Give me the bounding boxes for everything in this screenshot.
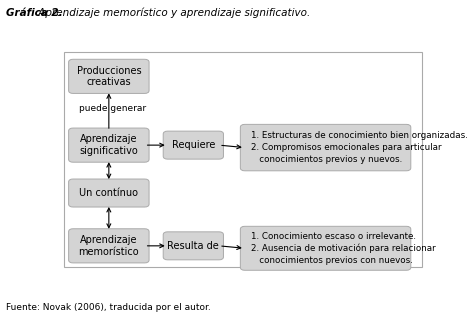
FancyBboxPatch shape — [240, 124, 411, 171]
Text: Fuente: Novak (2006), traducida por el autor.: Fuente: Novak (2006), traducida por el a… — [6, 303, 210, 312]
Text: 1. Estructuras de conocimiento bien organizadas.
2. Compromisos emocionales para: 1. Estructuras de conocimiento bien orga… — [251, 131, 467, 164]
Text: Requiere: Requiere — [172, 140, 215, 150]
FancyBboxPatch shape — [163, 232, 223, 260]
Text: 1. Conocimiento escaso o irrelevante.
2. Ausencia de motivación para relacionar
: 1. Conocimiento escaso o irrelevante. 2.… — [251, 232, 436, 265]
Text: puede generar: puede generar — [80, 104, 146, 113]
FancyBboxPatch shape — [69, 179, 149, 207]
Text: Aprendizaje
memorístico: Aprendizaje memorístico — [79, 235, 139, 257]
FancyBboxPatch shape — [240, 226, 411, 270]
Text: Un contínuo: Un contínuo — [79, 188, 138, 198]
FancyBboxPatch shape — [69, 128, 149, 162]
Text: Gráfica 2.: Gráfica 2. — [6, 8, 62, 18]
Text: Aprendizaje
significativo: Aprendizaje significativo — [80, 134, 138, 156]
FancyBboxPatch shape — [163, 131, 223, 159]
Text: Producciones
creativas: Producciones creativas — [76, 65, 141, 87]
FancyBboxPatch shape — [64, 52, 422, 267]
FancyBboxPatch shape — [69, 59, 149, 93]
FancyBboxPatch shape — [69, 229, 149, 263]
Text: Aprendizaje memorístico y aprendizaje significativo.: Aprendizaje memorístico y aprendizaje si… — [35, 8, 310, 19]
Text: Resulta de: Resulta de — [167, 241, 219, 251]
